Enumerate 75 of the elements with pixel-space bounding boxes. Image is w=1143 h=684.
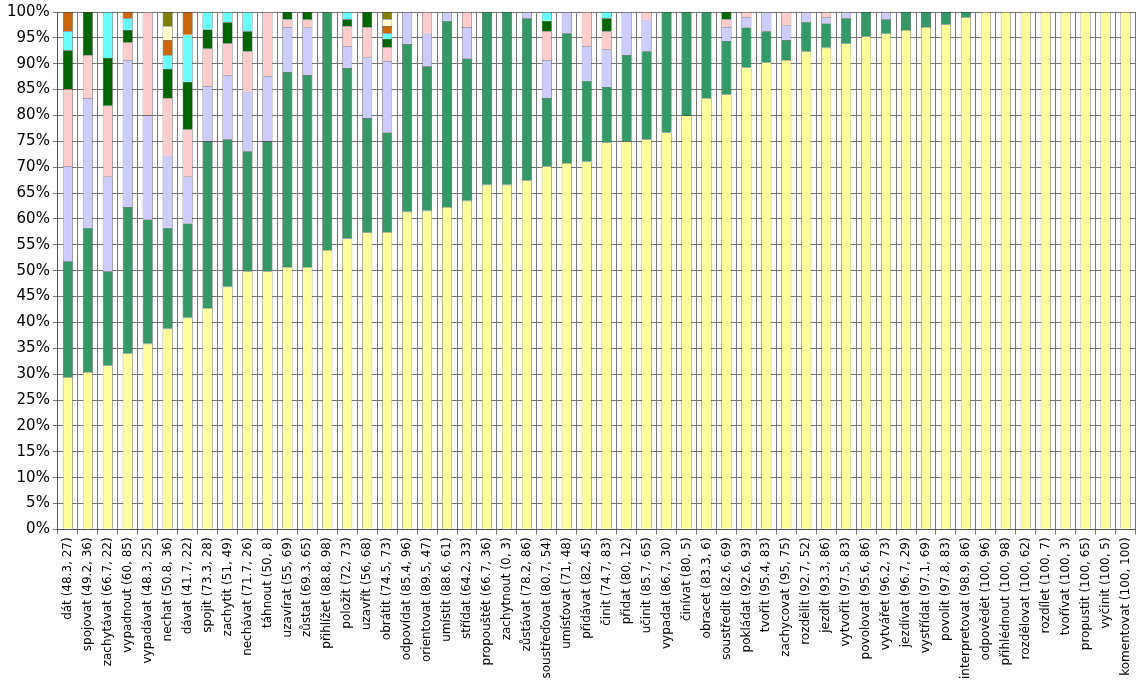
x-tick-label: učinit (85.7, 65)	[638, 537, 653, 634]
x-tick-label: rozdělit (92.7, 52)	[798, 537, 813, 645]
y-tick-label: 65%	[16, 182, 50, 201]
x-tick-label: odpovědět (100, 96)	[977, 537, 992, 661]
y-tick-label: 0%	[26, 519, 50, 538]
x-tick-label: rozdílet (100, 7)	[1037, 537, 1052, 634]
x-tick-label: vypadnout (60, 85)	[119, 537, 134, 653]
y-tick-label: 50%	[16, 260, 50, 279]
x-tick-label: činívat (80, 5)	[678, 537, 693, 622]
x-tick-label: jezdívat (96.7, 29)	[898, 537, 913, 649]
x-tick-label: umístit (88.6, 61)	[439, 537, 454, 642]
x-tick-label: zůstávat (78.2, 86)	[518, 537, 533, 652]
x-tick-label: dávat (41.7, 22)	[179, 537, 194, 635]
x-tick-label: umísťovat (71, 48)	[558, 537, 573, 649]
x-tick-label: interpretovat (98.9, 86)	[958, 537, 973, 680]
y-tick-label: 20%	[16, 415, 50, 434]
x-tick-label: orientovat (89.5, 47)	[419, 537, 434, 662]
x-tick-label: položit (72, 73)	[339, 537, 354, 629]
x-tick-label: soustřeďovat (80.7, 54)	[538, 537, 553, 679]
x-tick-label: odpovídat (85.4, 96)	[399, 537, 414, 661]
y-tick-label: 95%	[16, 27, 50, 46]
x-tick-label: uzavírat (55, 69)	[279, 537, 294, 638]
x-tick-label: jezdit (93.3, 86)	[818, 537, 833, 634]
x-tick-label: obrátit (74.5, 73)	[379, 537, 394, 641]
y-tick-label: 30%	[16, 364, 50, 383]
y-tick-label: 100%	[6, 1, 50, 20]
y-tick-label: 70%	[16, 157, 50, 176]
x-tick-label: přihlédnout (100, 98)	[997, 537, 1012, 666]
x-tick-label: vytvářet (96.2, 73)	[878, 537, 893, 651]
x-tick-label: propouštět (66.7, 36)	[479, 537, 494, 666]
y-tick-label: 15%	[16, 441, 50, 460]
x-tick-label: táhnout (50, 8)	[259, 537, 274, 629]
y-tick-label: 90%	[16, 53, 50, 72]
x-tick-label: spojovat (49.2, 36)	[79, 537, 94, 652]
x-tick-label: rozdělovat (100, 62)	[1017, 537, 1032, 660]
x-tick-label: vyčinit (100, 5)	[1097, 537, 1112, 629]
x-tick-label: zachytávat (66.7, 22)	[99, 537, 114, 667]
x-tick-label: nechávat (71.7, 26)	[239, 537, 254, 656]
x-tick-label: zachytit (51, 49)	[219, 537, 234, 637]
y-tick-label: 75%	[16, 131, 50, 150]
y-tick-label: 40%	[16, 312, 50, 331]
x-tick-label: zachycovat (95, 75)	[778, 537, 793, 657]
x-tick-label: pokládat (92.6, 93)	[738, 537, 753, 653]
x-tick-label: komentovat (100, 100)	[1117, 537, 1132, 676]
x-tick-label: obracet (83.3, 6)	[698, 537, 713, 639]
x-tick-label: nechat (50.8, 36)	[159, 537, 174, 642]
x-tick-label: dát (48.3, 27)	[59, 537, 74, 620]
x-tick-label: vypadávat (48.3, 25)	[139, 537, 154, 664]
x-tick-label: soustředit (82.6, 69)	[718, 537, 733, 661]
x-tick-label: tvořit (95.4, 83)	[758, 537, 773, 633]
x-tick-label: tvořívat (100, 3)	[1057, 537, 1072, 636]
x-tick-label: přihlížet (88.8, 98)	[319, 537, 334, 649]
y-tick-label: 60%	[16, 208, 50, 227]
x-tick-label: spojit (73.3, 28)	[199, 537, 214, 633]
x-tick-label: uzavřít (56, 68)	[359, 537, 374, 631]
x-tick-label: zůstat (69.3, 65)	[299, 537, 314, 638]
y-tick-label: 25%	[16, 389, 50, 408]
x-tick-label: vystřídat (97.1, 69)	[918, 537, 933, 654]
y-tick-label: 5%	[26, 493, 50, 512]
y-tick-label: 35%	[16, 338, 50, 357]
x-tick-label: vytvořit (97.5, 83)	[838, 537, 853, 647]
x-tick-label: propustit (100, 65)	[1077, 537, 1092, 651]
x-tick-label: činit (74.7, 83)	[598, 537, 613, 626]
y-tick-label: 45%	[16, 286, 50, 305]
x-tick-label: povolovat (95.6, 86)	[858, 537, 873, 660]
y-tick-label: 85%	[16, 79, 50, 98]
y-tick-label: 55%	[16, 234, 50, 253]
x-tick-label: povolit (97.8, 83)	[938, 537, 953, 641]
y-tick-label: 10%	[16, 467, 50, 486]
x-tick-label: vypadat (86.7, 30)	[658, 537, 673, 650]
x-tick-label: přidávat (82, 45)	[578, 537, 593, 639]
x-tick-label: zachytnout (0, 3)	[499, 537, 514, 641]
x-tick-label: přidat (80, 12)	[618, 537, 633, 625]
y-tick-label: 80%	[16, 105, 50, 124]
x-tick-label: střídat (64.2, 33)	[459, 537, 474, 640]
